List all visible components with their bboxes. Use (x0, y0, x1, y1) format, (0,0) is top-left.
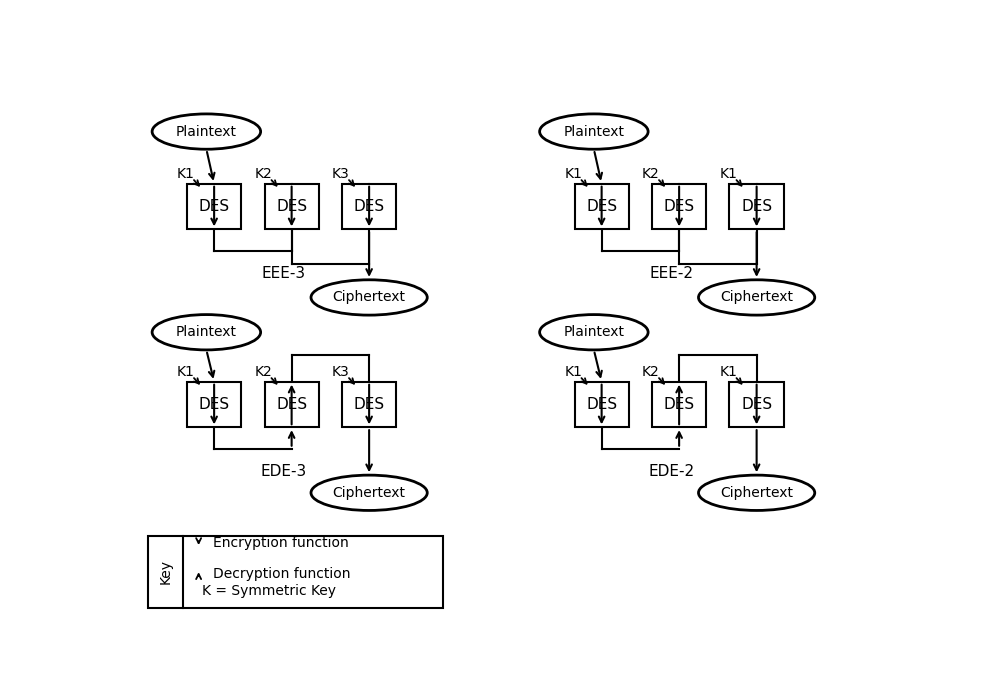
Bar (148, 536, 443, 608)
Bar (342, 382, 396, 427)
Bar (652, 382, 706, 427)
Text: K1: K1 (719, 167, 737, 181)
Ellipse shape (698, 475, 815, 510)
Text: K2: K2 (255, 365, 272, 379)
Text: Key: Key (159, 559, 173, 584)
Text: K1: K1 (719, 365, 737, 379)
Text: K2: K2 (642, 167, 660, 181)
Text: DES: DES (276, 199, 307, 214)
Text: Ciphertext: Ciphertext (720, 291, 793, 304)
Text: Ciphertext: Ciphertext (720, 486, 793, 500)
Text: K1: K1 (177, 365, 195, 379)
Bar (264, 183, 319, 229)
Text: DES: DES (664, 199, 695, 214)
Bar (342, 183, 396, 229)
Ellipse shape (540, 114, 648, 149)
Text: K1: K1 (564, 365, 582, 379)
Ellipse shape (311, 475, 427, 510)
Bar (187, 382, 241, 427)
Text: Encryption function: Encryption function (213, 536, 348, 550)
Text: Ciphertext: Ciphertext (333, 486, 406, 500)
Text: DES: DES (199, 199, 230, 214)
Text: Decryption function: Decryption function (213, 567, 350, 581)
Text: DES: DES (741, 199, 772, 214)
Text: K = Symmetric Key: K = Symmetric Key (202, 584, 336, 598)
Text: K2: K2 (642, 365, 660, 379)
Text: Plaintext: Plaintext (563, 325, 624, 339)
Ellipse shape (698, 280, 815, 315)
Text: DES: DES (276, 397, 307, 412)
Text: EDE-2: EDE-2 (648, 464, 694, 479)
Text: Plaintext: Plaintext (563, 124, 624, 138)
Ellipse shape (540, 315, 648, 350)
Ellipse shape (152, 114, 261, 149)
Text: DES: DES (586, 199, 617, 214)
Text: Plaintext: Plaintext (176, 124, 237, 138)
Bar (574, 382, 629, 427)
Text: DES: DES (664, 397, 695, 412)
Text: DES: DES (199, 397, 230, 412)
Text: EDE-3: EDE-3 (261, 464, 307, 479)
Text: Ciphertext: Ciphertext (333, 291, 406, 304)
Bar (729, 183, 784, 229)
Text: K3: K3 (332, 167, 350, 181)
Text: DES: DES (354, 199, 385, 214)
Text: Plaintext: Plaintext (176, 325, 237, 339)
Bar (574, 183, 629, 229)
Text: DES: DES (354, 397, 385, 412)
Ellipse shape (152, 315, 261, 350)
Text: DES: DES (586, 397, 617, 412)
Ellipse shape (311, 280, 427, 315)
Text: DES: DES (741, 397, 772, 412)
Bar (264, 382, 319, 427)
Text: K2: K2 (255, 167, 272, 181)
Text: EEE-3: EEE-3 (262, 266, 306, 281)
Text: K3: K3 (332, 365, 350, 379)
Bar (187, 183, 241, 229)
Text: K1: K1 (564, 167, 582, 181)
Text: K1: K1 (177, 167, 195, 181)
Text: EEE-2: EEE-2 (649, 266, 693, 281)
Bar (729, 382, 784, 427)
Bar (652, 183, 706, 229)
